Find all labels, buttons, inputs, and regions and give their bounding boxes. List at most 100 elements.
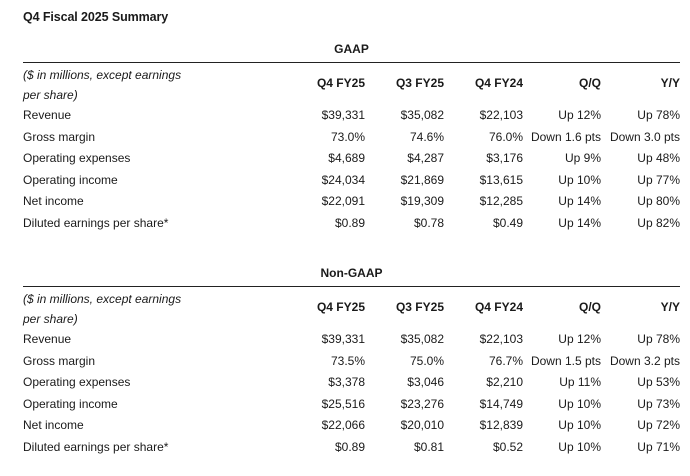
cell-q3-fy25: $35,082 [400,108,444,122]
cell-q3-fy25: 75.0% [409,353,444,368]
cell-qq: Up 14% [558,194,601,208]
row-label: Gross margin [23,129,96,144]
table-title: Non-GAAP [320,266,383,280]
row-label: Gross margin [23,353,96,368]
cell-q4-fy25: $4,689 [328,151,365,165]
cell-qq: Up 10% [558,396,601,411]
cell-qq: Down 1.5 pts [530,353,601,368]
cell-yy: Down 3.0 pts [609,129,680,144]
row-label: Revenue [23,108,72,122]
cell-q4-fy25: $22,066 [321,418,365,432]
cell-q4-fy25: $24,034 [321,172,365,187]
cell-q3-fy25: $0.81 [413,439,444,454]
table-row: Revenue $39,331 $35,082 $22,103 Up 12% U… [23,332,680,354]
column-header-q4-fy24: Q4 FY24 [474,300,523,314]
cell-yy: Up 82% [637,215,680,230]
cell-qq: Up 14% [558,215,601,230]
row-label: Operating income [23,172,118,187]
cell-qq: Up 10% [558,172,601,187]
cell-q4-fy24: $0.52 [492,439,523,454]
cell-qq: Up 10% [558,418,601,432]
units-note: ($ in millions, except earnings per shar… [23,289,223,329]
cell-yy: Up 71% [637,439,680,454]
table-row: Gross margin 73.0% 74.6% 76.0% Down 1.6 … [23,130,680,152]
table-row: Operating income $25,516 $23,276 $14,749… [23,397,680,419]
cell-q4-fy24: $12,285 [479,194,523,208]
row-label: Diluted earnings per share* [23,439,169,454]
cell-q3-fy25: $0.78 [413,215,444,230]
row-label: Net income [23,418,84,432]
row-label: Diluted earnings per share* [23,215,169,230]
cell-yy: Up 48% [637,151,680,165]
page-title: Q4 Fiscal 2025 Summary [23,10,169,24]
cell-q4-fy24: $12,839 [479,418,523,432]
cell-q4-fy25: $22,091 [321,194,365,208]
column-header-q4-fy24: Q4 FY24 [474,76,523,90]
cell-q3-fy25: $3,046 [407,375,444,389]
units-note: ($ in millions, except earnings per shar… [23,65,223,105]
cell-q4-fy24: 76.7% [488,353,523,368]
table-row: Operating expenses $3,378 $3,046 $2,210 … [23,375,680,397]
table-row: Revenue $39,331 $35,082 $22,103 Up 12% U… [23,108,680,130]
table-row: Diluted earnings per share* $0.89 $0.81 … [23,440,680,462]
column-header-yy: Y/Y [660,76,680,90]
table-row: Net income $22,091 $19,309 $12,285 Up 14… [23,194,680,216]
cell-q4-fy25: 73.5% [330,353,365,368]
cell-yy: Up 78% [637,108,680,122]
cell-q4-fy25: $39,331 [321,332,365,346]
table-rule [23,286,680,287]
table-row: Gross margin 73.5% 75.0% 76.7% Down 1.5 … [23,354,680,376]
cell-q4-fy24: $13,615 [479,172,523,187]
cell-q4-fy25: $25,516 [321,396,365,411]
cell-yy: Up 53% [637,375,680,389]
row-label: Revenue [23,332,72,346]
cell-qq: Down 1.6 pts [530,129,601,144]
cell-q3-fy25: $20,010 [400,418,444,432]
row-label: Operating income [23,396,118,411]
cell-q4-fy24: $2,210 [486,375,523,389]
cell-qq: Up 9% [564,151,601,165]
units-note-line2: per share) [23,312,78,326]
cell-yy: Up 73% [637,396,680,411]
cell-q3-fy25: $23,276 [400,396,444,411]
column-header-q3-fy25: Q3 FY25 [395,76,444,90]
table-row: Diluted earnings per share* $0.89 $0.78 … [23,216,680,238]
cell-q4-fy25: $39,331 [321,108,365,122]
table-row: Operating income $24,034 $21,869 $13,615… [23,173,680,195]
cell-q4-fy25: $0.89 [334,215,365,230]
cell-q3-fy25: $21,869 [400,172,444,187]
units-note-line1: ($ in millions, except earnings [23,68,182,82]
cell-q4-fy24: $14,749 [479,396,523,411]
cell-q3-fy25: $35,082 [400,332,444,346]
cell-yy: Up 72% [637,418,680,432]
cell-q4-fy24: $3,176 [486,151,523,165]
cell-yy: Up 77% [637,172,680,187]
cell-yy: Up 80% [637,194,680,208]
cell-q3-fy25: $4,287 [407,151,444,165]
column-header-qq: Q/Q [578,76,601,90]
cell-q4-fy25: 73.0% [330,129,365,144]
row-label: Net income [23,194,84,208]
cell-q3-fy25: 74.6% [409,129,444,144]
table-row: Operating expenses $4,689 $4,287 $3,176 … [23,151,680,173]
cell-yy: Up 78% [637,332,680,346]
cell-q4-fy24: $22,103 [479,332,523,346]
cell-qq: Up 12% [558,332,601,346]
table-rule [23,62,680,63]
units-note-line1: ($ in millions, except earnings [23,292,182,306]
cell-qq: Up 12% [558,108,601,122]
cell-q4-fy24: $0.49 [492,215,523,230]
cell-q4-fy24: $22,103 [479,108,523,122]
column-header-q3-fy25: Q3 FY25 [395,300,444,314]
column-header-q4-fy25: Q4 FY25 [316,76,365,90]
cell-qq: Up 11% [559,375,601,389]
row-label: Operating expenses [23,151,131,165]
cell-q4-fy25: $0.89 [334,439,365,454]
table-title: GAAP [334,42,369,56]
units-note-line2: per share) [23,88,78,102]
cell-q3-fy25: $19,309 [400,194,444,208]
table-row: Net income $22,066 $20,010 $12,839 Up 10… [23,418,680,440]
column-header-qq: Q/Q [578,300,601,314]
cell-qq: Up 10% [558,439,601,454]
column-header-yy: Y/Y [660,300,680,314]
